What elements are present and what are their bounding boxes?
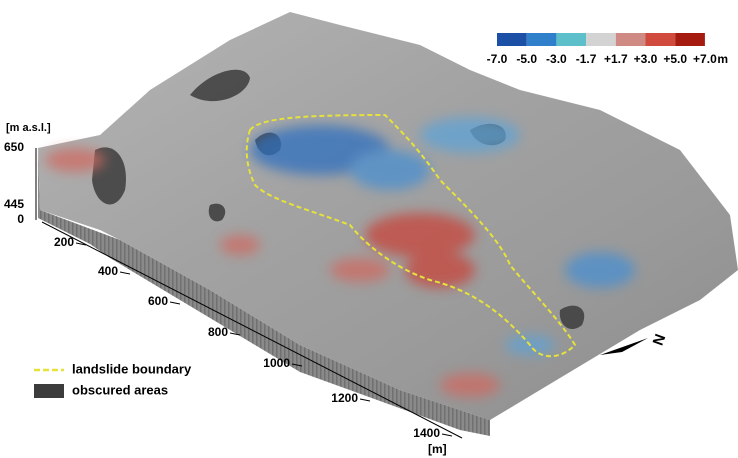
north-label: N (650, 332, 670, 348)
scale-label: +3.0 (634, 52, 658, 66)
horizontal-tick-label: 600 (148, 294, 168, 308)
horizontal-axis-unit: [m] (428, 442, 447, 456)
horizontal-tick (169, 301, 181, 305)
vertical-tick-label: 0 (17, 212, 24, 226)
scale-swatch (497, 33, 527, 46)
horizontal-tick-label: 1000 (263, 356, 290, 370)
horizontal-tick-label: 200 (54, 235, 74, 249)
horizontal-axis: 200 400 600 800 1000 1200 1400 (41, 221, 463, 440)
scale-swatch (526, 33, 557, 46)
scale-label: +1.7 (604, 52, 628, 66)
scale-label: -1.7 (576, 52, 597, 66)
horizontal-tick-label: 400 (98, 264, 118, 278)
color-scale: -7.0 -5.0 -3.0 -1.7 +1.7 +3.0 +5.0 +7.0 (487, 33, 717, 66)
legend-label: obscured areas (72, 382, 168, 397)
vertical-tick-label: 445 (4, 197, 24, 211)
horizontal-tick (75, 242, 87, 246)
legend-label: landslide boundary (72, 361, 192, 376)
scale-swatch (615, 33, 646, 46)
horizontal-tick-label: 1400 (413, 426, 440, 440)
horizontal-tick (441, 433, 453, 437)
scale-swatch (556, 33, 587, 46)
horizontal-tick (291, 363, 303, 367)
legend-obscured-swatch (34, 384, 64, 398)
horizontal-axis-line (41, 221, 463, 439)
horizontal-tick (229, 332, 241, 336)
terrain-wall (38, 150, 490, 436)
horizontal-tick-label: 1200 (331, 391, 358, 405)
terrain-surface (38, 12, 738, 420)
north-arrow (600, 338, 648, 355)
horizontal-tick (359, 398, 371, 402)
horizontal-tick-label: 800 (208, 325, 228, 339)
scale-swatch (675, 33, 705, 46)
change-overlay (45, 117, 635, 397)
scale-label: +5.0 (663, 52, 687, 66)
scale-label: -3.0 (546, 52, 567, 66)
scale-label: +7.0 (693, 52, 717, 66)
vertical-tick-label: 650 (4, 140, 24, 154)
vertical-axis-label: [m a.s.l.] (6, 122, 51, 134)
scale-label: -5.0 (516, 52, 537, 66)
scale-swatch (586, 33, 616, 46)
scale-swatch (645, 33, 676, 46)
horizontal-tick (119, 271, 131, 275)
scale-label: -7.0 (487, 52, 508, 66)
scale-unit: m (717, 52, 728, 66)
landslide-boundary (245, 113, 577, 358)
